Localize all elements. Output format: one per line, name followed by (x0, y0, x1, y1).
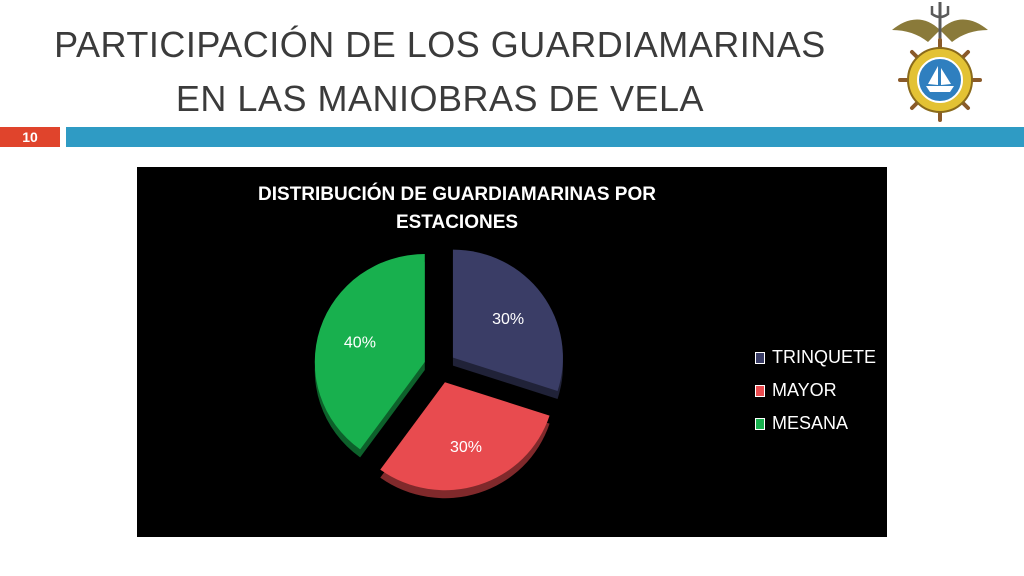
legend-item-mesana: MESANA (755, 407, 876, 440)
slide-title-line-1: PARTICIPACIÓN DE LOS GUARDIAMARINAS (54, 24, 826, 65)
legend-swatch (755, 417, 765, 430)
pie-slice-mesana: 40% (314, 254, 425, 458)
page-number-bar: 10 (0, 127, 1024, 147)
slide-title-line-2: EN LAS MANIOBRAS DE VELA (175, 78, 705, 119)
legend-swatch (755, 384, 765, 397)
pie-slice-face (452, 249, 563, 391)
pie-data-label: 40% (344, 334, 376, 351)
pie-data-label: 30% (450, 439, 482, 456)
pie-data-label: 30% (492, 311, 524, 328)
legend-label: TRINQUETE (772, 347, 877, 367)
accent-line (66, 127, 1024, 147)
pie-slice-face (380, 382, 550, 491)
legend-label: MAYOR (772, 380, 837, 400)
legend-item-trinquete: TRINQUETE (755, 341, 876, 374)
chart-panel: DISTRIBUCIÓN DE GUARDIAMARINAS POR ESTAC… (137, 167, 887, 537)
chart-legend: TRINQUETE MAYOR MESANA (755, 341, 876, 440)
pie-slice-mayor: 30% (380, 382, 550, 499)
legend-label: MESANA (772, 413, 849, 433)
page-number-badge: 10 (0, 127, 60, 147)
legend-swatch (755, 351, 765, 364)
naval-academy-emblem-icon (888, 0, 992, 122)
pie-slice-trinquete: 30% (452, 249, 563, 399)
pie-chart: 30% 30% 40% (314, 249, 563, 499)
pie-slice-face (314, 254, 425, 450)
legend-item-mayor: MAYOR (755, 374, 876, 407)
chart-title: DISTRIBUCIÓN DE GUARDIAMARINAS POR ESTAC… (258, 184, 656, 233)
slide-title: PARTICIPACIÓN DE LOS GUARDIAMARINAS EN L… (0, 18, 880, 126)
